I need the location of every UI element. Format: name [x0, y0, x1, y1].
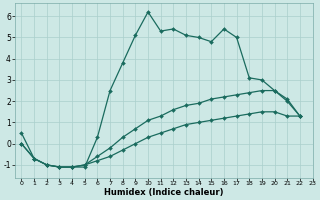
X-axis label: Humidex (Indice chaleur): Humidex (Indice chaleur) — [104, 188, 224, 197]
